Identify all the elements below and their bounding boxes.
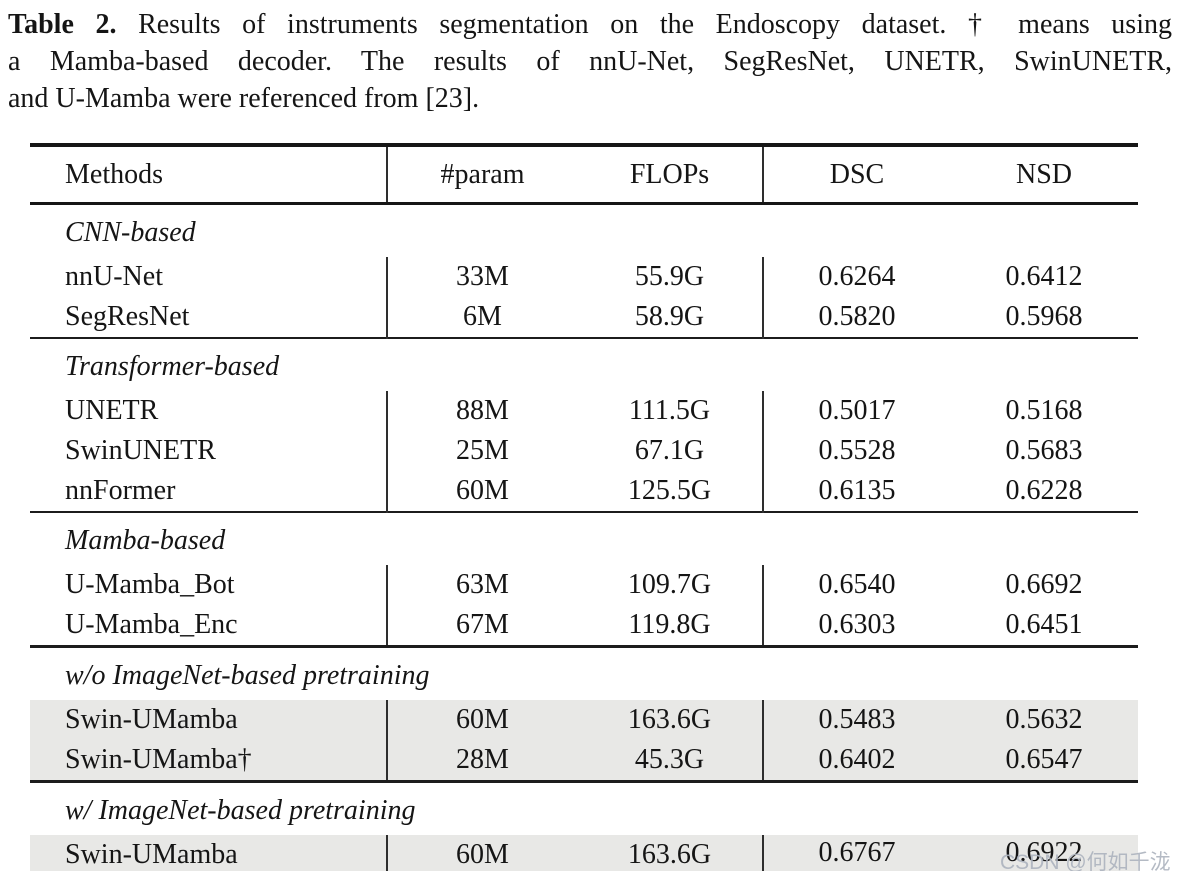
nsd-cell: 0.5683 bbox=[1005, 435, 1083, 466]
dsc-cell: 0.6303 bbox=[762, 605, 950, 647]
flops-cell: 109.7G bbox=[627, 569, 712, 600]
header-nsd: NSD bbox=[950, 145, 1138, 205]
nsd-cell: 0.6412 bbox=[1005, 261, 1083, 292]
emphasized-value: 0.6922 bbox=[1005, 838, 1083, 871]
table-row: SwinUNETR 25M 67.1G 0.5528 0.5683 bbox=[30, 431, 1138, 471]
dsc-cell: 0.5483 bbox=[762, 700, 950, 740]
flops-cell: 67.1G bbox=[634, 435, 705, 466]
table-row: U-Mamba_Enc 67M 119.8G 0.6303 0.6451 bbox=[30, 605, 1138, 647]
dsc-cell: 0.6264 bbox=[762, 257, 950, 297]
dsc-cell: 0.5820 bbox=[762, 297, 950, 338]
method-cell: Swin-UMamba† bbox=[30, 740, 387, 782]
nsd-cell: 0.6547 bbox=[950, 740, 1138, 782]
param-cell: 33M bbox=[386, 257, 577, 297]
table-body: CNN-based nnU-Net 33M 55.9G 0.6264 0.6412 SegR… bbox=[30, 203, 1138, 871]
table-row: Swin-UMamba† 28M 45.3G 0.6402 0.6547 bbox=[30, 740, 1138, 782]
section-label: w/o ImageNet-based pretraining bbox=[30, 645, 1138, 700]
table-row: SegResNet 6M 58.9G 0.5820 0.5968 bbox=[30, 297, 1138, 338]
header-param: #param bbox=[386, 145, 577, 205]
header-row: Methods #param FLOPs DSC NSD bbox=[30, 145, 1138, 205]
section-label-row: Transformer-based bbox=[30, 337, 1138, 391]
dsc-cell: 0.5528 bbox=[762, 431, 950, 471]
section-label-row: w/o ImageNet-based pretraining bbox=[30, 645, 1138, 700]
caption-label: Table 2. bbox=[8, 9, 117, 40]
table-row: Swin-UMamba 60M 163.6G 0.6767 0.6922 bbox=[30, 835, 1138, 871]
param-cell: 60M bbox=[386, 471, 577, 512]
method-cell: Swin-UMamba bbox=[30, 700, 387, 740]
flops-cell: 111.5G bbox=[628, 395, 711, 426]
nsd-cell: 0.6922 bbox=[950, 835, 1138, 871]
results-table: Methods #param FLOPs DSC NSD CNN-based nn… bbox=[30, 143, 1138, 871]
flops-cell: 45.3G bbox=[577, 740, 763, 782]
section-label: CNN-based bbox=[30, 203, 1138, 257]
flops-cell: 119.8G bbox=[628, 609, 711, 640]
nsd-cell: 0.5968 bbox=[1005, 301, 1083, 332]
dsc-cell: 0.6540 bbox=[762, 565, 950, 605]
method-cell: U-Mamba_Bot bbox=[65, 569, 235, 600]
flops-cell: 163.6G bbox=[577, 700, 763, 740]
flops-cell: 125.5G bbox=[627, 475, 712, 506]
header-methods: Methods bbox=[30, 145, 387, 205]
nsd-cell: 0.6451 bbox=[1005, 609, 1083, 640]
table-row: UNETR 88M 111.5G 0.5017 0.5168 bbox=[30, 391, 1138, 431]
param-cell: 28M bbox=[386, 740, 577, 782]
header-dsc: DSC bbox=[762, 145, 950, 205]
table-row: nnU-Net 33M 55.9G 0.6264 0.6412 bbox=[30, 257, 1138, 297]
param-cell: 63M bbox=[386, 565, 577, 605]
dsc-cell: 0.6767 bbox=[762, 835, 950, 871]
param-cell: 67M bbox=[386, 605, 577, 647]
section-label: Transformer-based bbox=[30, 337, 1138, 391]
table-row: Swin-UMamba 60M 163.6G 0.5483 0.5632 bbox=[30, 700, 1138, 740]
flops-cell: 58.9G bbox=[634, 301, 705, 332]
param-cell: 6M bbox=[386, 297, 577, 338]
nsd-cell: 0.5168 bbox=[1005, 395, 1083, 426]
caption-line-3: and U-Mamba were referenced from [23]. bbox=[8, 83, 480, 114]
dsc-cell: 0.6135 bbox=[762, 471, 950, 512]
nsd-cell: 0.6692 bbox=[1005, 569, 1083, 600]
flops-cell: 55.9G bbox=[634, 261, 705, 292]
nsd-cell: 0.6228 bbox=[1005, 475, 1083, 506]
method-cell: Swin-UMamba bbox=[30, 835, 387, 871]
section-label-row: CNN-based bbox=[30, 203, 1138, 257]
method-cell: SwinUNETR bbox=[65, 435, 216, 466]
table-row: U-Mamba_Bot 63M 109.7G 0.6540 0.6692 bbox=[30, 565, 1138, 605]
dsc-cell: 0.6402 bbox=[762, 740, 950, 782]
table-caption: Table 2. Results of instruments segmenta… bbox=[8, 6, 1172, 117]
nsd-cell: 0.5632 bbox=[950, 700, 1138, 740]
param-cell: 25M bbox=[386, 431, 577, 471]
header-flops: FLOPs bbox=[577, 145, 763, 205]
method-cell: nnFormer bbox=[65, 475, 176, 506]
table-row: nnFormer 60M 125.5G 0.6135 0.6228 bbox=[30, 471, 1138, 512]
section-label: Mamba-based bbox=[30, 511, 1138, 565]
section-label: w/ ImageNet-based pretraining bbox=[30, 780, 1138, 835]
caption-line-1-text: Results of instruments segmentation on t… bbox=[116, 9, 1172, 40]
section-label-row: Mamba-based bbox=[30, 511, 1138, 565]
param-cell: 60M bbox=[386, 835, 577, 871]
section-label-row: w/ ImageNet-based pretraining bbox=[30, 780, 1138, 835]
method-cell: SegResNet bbox=[65, 301, 190, 332]
method-cell: UNETR bbox=[65, 395, 159, 426]
param-cell: 88M bbox=[386, 391, 577, 431]
table-header: Methods #param FLOPs DSC NSD bbox=[30, 145, 1138, 205]
flops-cell: 163.6G bbox=[577, 835, 763, 871]
param-cell: 60M bbox=[386, 700, 577, 740]
watermark: CSDN @何如千泷 bbox=[1000, 851, 1171, 871]
emphasized-value: 0.6767 bbox=[818, 838, 896, 871]
method-cell: U-Mamba_Enc bbox=[65, 609, 238, 640]
method-cell: nnU-Net bbox=[65, 261, 163, 292]
caption-line-2: a Mamba-based decoder. The results of nn… bbox=[8, 46, 1172, 77]
dsc-cell: 0.5017 bbox=[762, 391, 950, 431]
caption-line-1: Table 2. Results of instruments segmenta… bbox=[8, 6, 1172, 43]
